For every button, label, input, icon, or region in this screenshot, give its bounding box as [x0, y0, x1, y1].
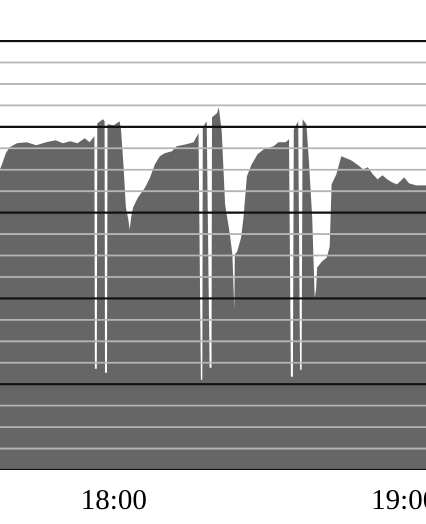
x-tick-label: 18:00: [80, 484, 147, 516]
x-tick-label: 19:00: [371, 484, 426, 516]
area-series-0: [0, 107, 426, 470]
area-chart: [0, 39, 426, 470]
